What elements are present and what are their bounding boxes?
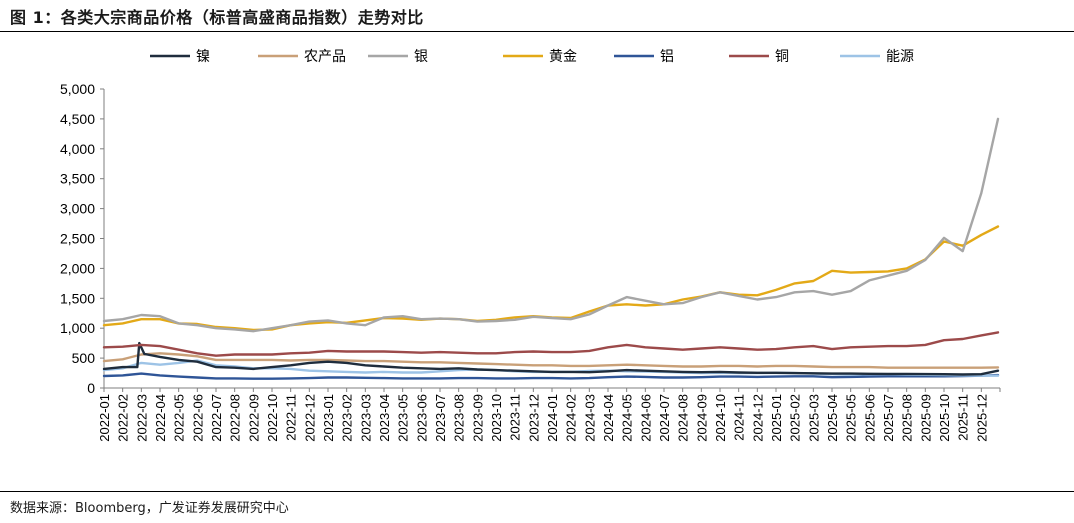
x-tick-label: 2022-06 [190,394,205,442]
x-tick-label: 2024-12 [750,394,765,442]
x-tick-label: 2022-04 [153,394,168,442]
series-line-3 [102,117,1000,333]
y-tick-label: 3,000 [60,201,95,217]
x-tick-label: 2024-02 [564,394,579,442]
x-tick-label: 2024-07 [657,394,672,442]
x-tick-label: 2023-04 [377,394,392,442]
x-tick-label: 2025-01 [769,394,784,442]
x-tick-label: 2024-09 [694,394,709,442]
y-tick-label: 4,000 [60,141,95,157]
x-tick-label: 2022-12 [302,394,317,442]
plot-area [102,117,1000,380]
y-tick-label: 4,500 [60,111,95,127]
y-tick-label: 2,500 [60,231,95,247]
x-tick-label: 2022-09 [246,394,261,442]
x-tick-label: 2024-03 [582,394,597,442]
x-tick-label: 2025-09 [918,394,933,442]
x-tick-label: 2023-08 [452,394,467,442]
x-tick-label: 2022-03 [134,394,149,442]
x-tick-label: 2022-01 [97,394,112,442]
y-tick-label: 0 [87,380,95,396]
x-tick-label: 2025-03 [806,394,821,442]
legend-label: 能源 [886,48,914,64]
x-tick-label: 2025-06 [862,394,877,442]
legend-label: 农产品 [304,48,346,64]
x-tick-label: 2022-05 [172,394,187,442]
x-tick-label: 2025-07 [881,394,896,442]
x-tick-label: 2025-02 [788,394,803,442]
series-line-1 [102,341,1000,376]
series-line-5 [102,372,1000,380]
x-tick-label: 2024-06 [638,394,653,442]
figure-title: 图 1：各类大宗商品价格（标普高盛商品指数）走势对比 [10,8,424,27]
x-tick-label: 2023-03 [358,394,373,442]
y-tick-label: 1,500 [60,290,95,306]
y-tick-label: 2,000 [60,260,95,276]
title-divider [0,31,1074,32]
x-tick-label: 2022-11 [284,394,299,441]
legend-label: 铜 [775,48,789,64]
y-tick-label: 1,000 [60,320,95,336]
x-tick-label: 2024-04 [601,394,616,442]
x-tick-label: 2023-09 [470,394,485,442]
x-tick-label: 2022-07 [209,394,224,442]
x-tick-label: 2025-11 [956,394,971,441]
chart-legend: 镍 农产品 银 黄金 铝 铜 能源 [150,48,914,64]
x-tick-label: 2025-05 [844,394,859,442]
x-tick-label: 2025-12 [974,394,989,442]
series-line-2 [102,352,1000,369]
x-tick-label: 2023-07 [433,394,448,442]
x-tick-label: 2023-02 [340,394,355,442]
line-chart: 镍 农产品 银 黄金 铝 铜 能源 0 500 1,000 1,500 2,000 2,500 3,00… [60,48,1001,442]
x-tick-label: 2025-08 [900,394,915,442]
x-tick-label: 2023-11 [508,394,523,441]
x-tick-label: 2025-10 [937,394,952,442]
x-tick-label: 2024-08 [676,394,691,442]
legend-label: 黄金 [549,48,577,64]
x-tick-label: 2025-04 [825,394,840,442]
x-tick-label: 2022-02 [116,394,131,442]
y-axis: 0 500 1,000 1,500 2,000 2,500 3,000 3,500 4,000 4… [60,81,105,396]
x-tick-label: 2023-06 [414,394,429,442]
y-tick-label: 500 [72,350,96,366]
x-tick-label: 2024-05 [620,394,635,442]
source-divider [0,491,1074,492]
legend-label: 镍 [196,48,210,64]
x-tick-label: 2024-01 [545,394,560,442]
x-tick-label: 2022-08 [228,394,243,442]
legend-label: 铝 [660,48,674,64]
x-tick-label: 2023-12 [526,394,541,442]
legend-label: 银 [414,48,428,64]
x-tick-label: 2024-11 [732,394,747,441]
x-tick-label: 2023-10 [489,394,504,442]
y-tick-label: 5,000 [60,81,95,97]
source-note: 数据来源：Bloomberg，广发证券发展研究中心 [10,501,289,516]
x-axis: 2022-01 2022-02 2022-03 2022-04 2022-05 2022-… [97,387,1001,442]
x-tick-label: 2022-10 [265,394,280,442]
x-tick-label: 2023-05 [396,394,411,442]
series-line-6 [102,331,1000,357]
x-tick-label: 2024-10 [713,394,728,442]
x-tick-label: 2023-01 [321,394,336,442]
y-tick-label: 3,500 [60,171,95,187]
series-line-4 [102,225,1000,332]
